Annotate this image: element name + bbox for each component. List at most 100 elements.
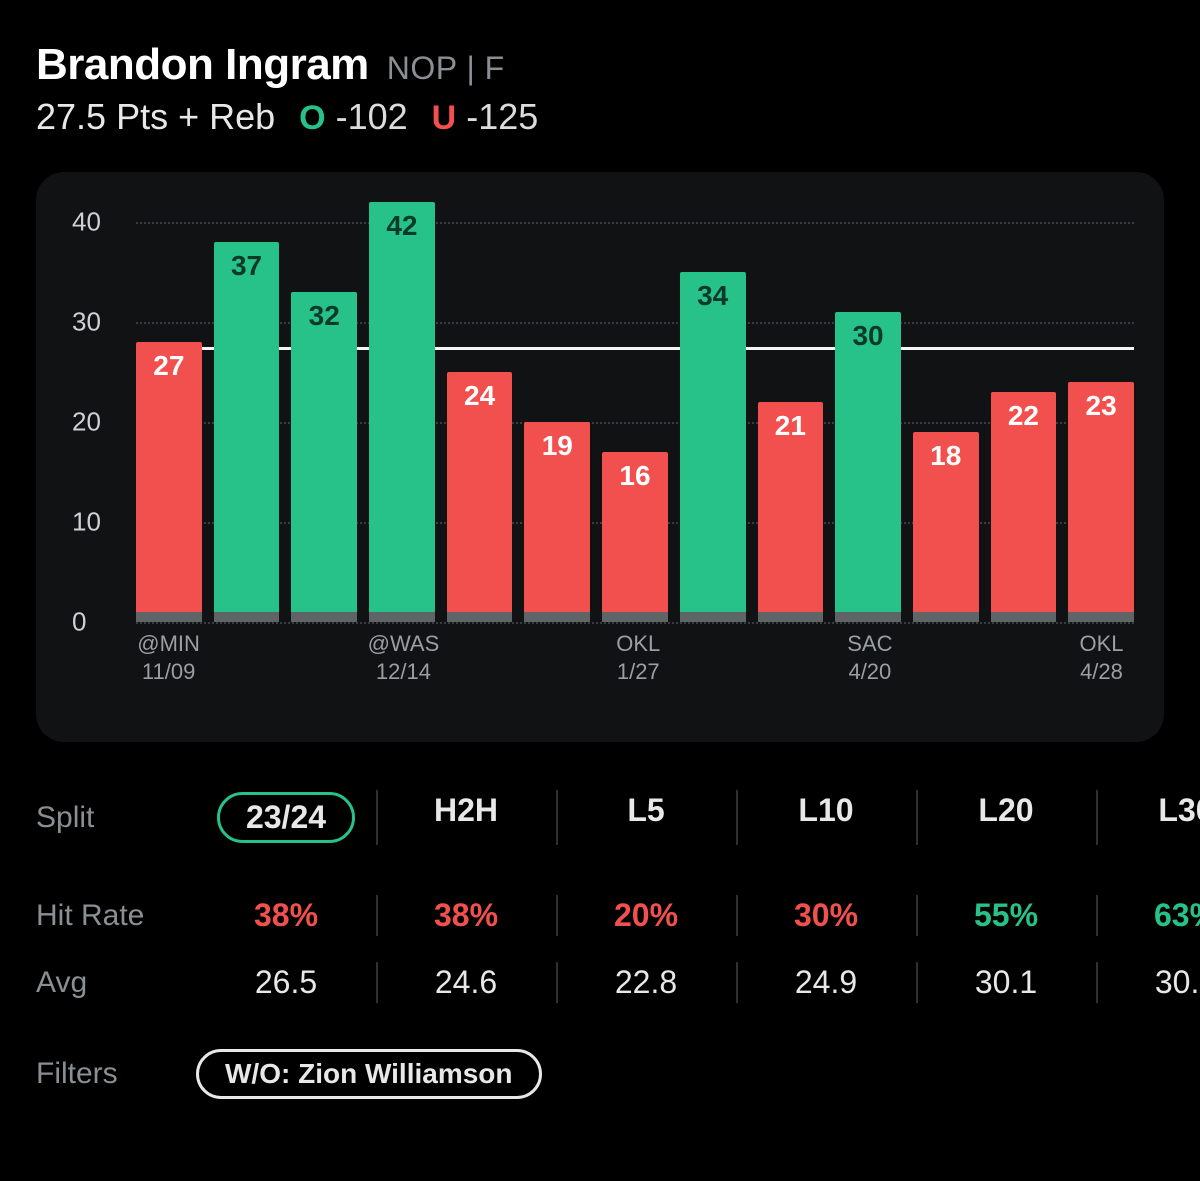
bar-base bbox=[524, 612, 590, 622]
y-tick-label: 0 bbox=[72, 607, 86, 638]
bar: 27 bbox=[136, 342, 202, 612]
x-tick-date: 1/27 bbox=[606, 658, 671, 686]
splits-avg-cells: 26.524.622.824.930.130.2 bbox=[196, 954, 1200, 1011]
bars-container: 27 37 32 42 24 19 16 34 21 30 18 22 23 bbox=[136, 202, 1134, 622]
splits-avg-row: Avg 26.524.622.824.930.130.2 bbox=[36, 954, 1164, 1011]
x-tick bbox=[528, 630, 593, 685]
x-tick-date: 11/09 bbox=[136, 658, 201, 686]
over-letter: O bbox=[299, 99, 325, 138]
bar-value-label: 18 bbox=[913, 440, 979, 472]
page-root: Brandon Ingram NOP | F 27.5 Pts + Reb O … bbox=[0, 0, 1200, 1099]
y-tick-label: 40 bbox=[72, 207, 101, 238]
bar-value-label: 16 bbox=[602, 460, 668, 492]
split-tab[interactable]: L10 bbox=[736, 782, 916, 853]
split-tab[interactable]: 23/24 bbox=[196, 782, 376, 853]
filter-chip[interactable]: W/O: Zion Williamson bbox=[196, 1049, 542, 1099]
bar-value-label: 37 bbox=[214, 250, 280, 282]
bar-base bbox=[758, 612, 824, 622]
splits-label-split: Split bbox=[36, 801, 196, 835]
bar: 24 bbox=[447, 372, 513, 612]
bar-value-label: 21 bbox=[758, 410, 824, 442]
split-avg-cell: 30.1 bbox=[916, 954, 1096, 1011]
split-tab[interactable]: L5 bbox=[556, 782, 736, 853]
bar: 21 bbox=[758, 402, 824, 612]
bar-value-label: 30 bbox=[835, 320, 901, 352]
x-tick bbox=[914, 630, 979, 685]
x-tick bbox=[451, 630, 516, 685]
x-tick: @MIN11/09 bbox=[136, 630, 201, 685]
under-letter: U bbox=[432, 99, 457, 138]
bar-wrap[interactable]: 19 bbox=[524, 202, 590, 622]
bar-wrap[interactable]: 16 bbox=[602, 202, 668, 622]
bar-value-label: 34 bbox=[680, 280, 746, 312]
bar-base bbox=[447, 612, 513, 622]
bar-wrap[interactable]: 42 bbox=[369, 202, 435, 622]
bar-wrap[interactable]: 37 bbox=[214, 202, 280, 622]
over-odds: -102 bbox=[336, 96, 408, 138]
split-hitrate-cell: 30% bbox=[736, 887, 916, 944]
bar-wrap[interactable]: 21 bbox=[758, 202, 824, 622]
bar-wrap[interactable]: 32 bbox=[291, 202, 357, 622]
x-tick bbox=[760, 630, 825, 685]
splits-hitrate-cells: 38%38%20%30%55%63% bbox=[196, 887, 1200, 944]
under-odds-group: U -125 bbox=[432, 96, 539, 138]
splits-header-cells: 23/24H2HL5L10L20L30 bbox=[196, 782, 1200, 853]
x-tick bbox=[992, 630, 1057, 685]
split-avg-cell: 22.8 bbox=[556, 954, 736, 1011]
bar-base bbox=[136, 612, 202, 622]
split-avg-cell: 24.6 bbox=[376, 954, 556, 1011]
x-tick-opponent: OKL bbox=[1069, 630, 1134, 658]
split-hitrate-cell: 38% bbox=[196, 887, 376, 944]
x-tick bbox=[213, 630, 278, 685]
header-line-1: Brandon Ingram NOP | F bbox=[36, 40, 1164, 90]
bar: 42 bbox=[369, 202, 435, 612]
bar: 32 bbox=[291, 292, 357, 612]
bar: 23 bbox=[1068, 382, 1134, 612]
bar-wrap[interactable]: 24 bbox=[447, 202, 513, 622]
bar-wrap[interactable]: 30 bbox=[835, 202, 901, 622]
split-avg-cell: 26.5 bbox=[196, 954, 376, 1011]
split-tab[interactable]: L20 bbox=[916, 782, 1096, 853]
bar-value-label: 32 bbox=[291, 300, 357, 332]
x-tick-opponent: @WAS bbox=[368, 630, 440, 658]
split-avg-cell: 24.9 bbox=[736, 954, 916, 1011]
over-odds-group: O -102 bbox=[299, 96, 408, 138]
bar-base bbox=[991, 612, 1057, 622]
plot-area: 27 37 32 42 24 19 16 34 21 30 18 22 23 bbox=[136, 202, 1134, 622]
bar-value-label: 22 bbox=[991, 400, 1057, 432]
split-tab[interactable]: H2H bbox=[376, 782, 556, 853]
team-position: NOP | F bbox=[387, 50, 505, 87]
gridline bbox=[136, 622, 1134, 624]
bar: 37 bbox=[214, 242, 280, 612]
bar-value-label: 24 bbox=[447, 380, 513, 412]
y-tick-label: 20 bbox=[72, 407, 101, 438]
split-avg-cell: 30.2 bbox=[1096, 954, 1200, 1011]
under-odds: -125 bbox=[466, 96, 538, 138]
bar-wrap[interactable]: 34 bbox=[680, 202, 746, 622]
bar: 22 bbox=[991, 392, 1057, 612]
bar-base bbox=[214, 612, 280, 622]
filters-label: Filters bbox=[36, 1057, 196, 1091]
bar-wrap[interactable]: 22 bbox=[991, 202, 1057, 622]
split-hitrate-cell: 63% bbox=[1096, 887, 1200, 944]
bar-wrap[interactable]: 18 bbox=[913, 202, 979, 622]
bar-base bbox=[913, 612, 979, 622]
splits-hitrate-row: Hit Rate 38%38%20%30%55%63% bbox=[36, 887, 1164, 944]
split-tab[interactable]: L30 bbox=[1096, 782, 1200, 853]
bar-wrap[interactable]: 23 bbox=[1068, 202, 1134, 622]
filters-chips: W/O: Zion Williamson bbox=[196, 1049, 542, 1099]
bar: 18 bbox=[913, 432, 979, 612]
x-tick-date: 4/28 bbox=[1069, 658, 1134, 686]
split-hitrate-cell: 20% bbox=[556, 887, 736, 944]
bar-wrap[interactable]: 27 bbox=[136, 202, 202, 622]
bar-value-label: 19 bbox=[524, 430, 590, 462]
x-tick-opponent: SAC bbox=[837, 630, 902, 658]
bar-base bbox=[835, 612, 901, 622]
x-tick: OKL4/28 bbox=[1069, 630, 1134, 685]
splits-label-avg: Avg bbox=[36, 966, 196, 1000]
split-hitrate-cell: 55% bbox=[916, 887, 1096, 944]
y-tick-label: 30 bbox=[72, 307, 101, 338]
x-tick-opponent: @MIN bbox=[136, 630, 201, 658]
header-line-2: 27.5 Pts + Reb O -102 U -125 bbox=[36, 96, 1164, 138]
bar-value-label: 42 bbox=[369, 210, 435, 242]
